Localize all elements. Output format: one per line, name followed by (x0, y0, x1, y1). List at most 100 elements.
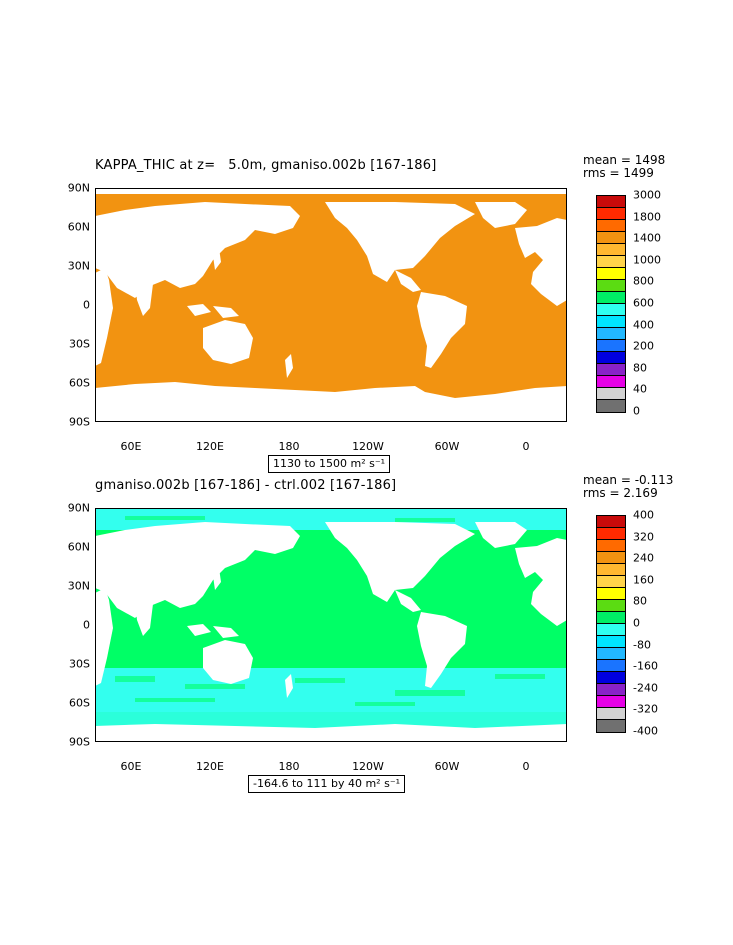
colorbar-label: 0 (633, 404, 640, 418)
stat-rms: rms = 1499 (583, 166, 654, 180)
lat-label: 60N (67, 220, 90, 234)
lat-label: 30S (69, 337, 90, 351)
colorbar-swatch (597, 600, 625, 612)
colorbar-swatch (597, 612, 625, 624)
lon-label: 60W (434, 760, 460, 773)
land-mask (95, 522, 567, 742)
stats-box: mean = 1498 rms = 1499 (583, 154, 665, 180)
colorbar-swatch (597, 636, 625, 648)
lon-label: 0 (522, 440, 530, 453)
data-range-label: 1130 to 1500 m² s⁻¹ (268, 455, 391, 473)
panel-difference: gmaniso.002b [167-186] - ctrl.002 [167-1… (0, 470, 733, 800)
stat-mean: mean = 1498 (583, 153, 666, 167)
colorbar-swatch (597, 340, 625, 352)
colorbar-swatch (597, 268, 625, 280)
lat-label: 0 (83, 618, 90, 632)
colorbar-swatch (597, 232, 625, 244)
colorbar-swatch (597, 292, 625, 304)
colorbar-swatch (597, 388, 625, 400)
lat-label: 60S (69, 696, 90, 710)
colorbar-swatch (597, 552, 625, 564)
panel-thickness-diffusivity: KAPPA_THIC at z= 5.0m, gmaniso.002b [167… (0, 150, 733, 480)
lat-label: 60N (67, 540, 90, 554)
colorbar-swatch (597, 588, 625, 600)
colorbar-label: -80 (633, 638, 651, 652)
lat-label: 30N (67, 579, 90, 593)
colorbar-label: -320 (633, 702, 658, 716)
data-range-label: -164.6 to 111 by 40 m² s⁻¹ (248, 775, 406, 793)
colorbar-swatch (597, 624, 625, 636)
colorbar-label: -240 (633, 681, 658, 695)
colorbar-swatch (597, 684, 625, 696)
noise-speckle (115, 516, 545, 706)
colorbar-swatch (597, 280, 625, 292)
lon-label: 120W (352, 440, 384, 453)
stats-box: mean = -0.113 rms = 2.169 (583, 474, 673, 500)
plot-title: gmaniso.002b [167-186] - ctrl.002 [167-1… (95, 478, 397, 493)
lat-label: 30N (67, 259, 90, 273)
colorbar-swatch (597, 696, 625, 708)
colorbar-label: 400 (633, 318, 654, 332)
ocean-map (95, 188, 567, 422)
colorbar-swatch (597, 400, 625, 412)
colorbar-swatch (597, 708, 625, 720)
colorbar-swatch (597, 364, 625, 376)
colorbar-label: 80 (633, 594, 647, 608)
map-area (95, 188, 567, 422)
colorbar-swatch (597, 328, 625, 340)
colorbar-label: 320 (633, 530, 654, 544)
lat-label: 90S (69, 735, 90, 749)
colorbar-label: -160 (633, 659, 658, 673)
colorbar-swatch (597, 304, 625, 316)
ocean-map-difference (95, 508, 567, 742)
colorbar-swatch (597, 516, 625, 528)
colorbar-swatch (597, 528, 625, 540)
colorbar-swatch (597, 208, 625, 220)
lat-label: 90N (67, 501, 90, 515)
lon-label: 120E (196, 760, 224, 773)
lon-label: 60E (120, 760, 142, 773)
stat-mean: mean = -0.113 (583, 473, 674, 487)
colorbar-swatch (597, 564, 625, 576)
lon-label: 120W (352, 760, 384, 773)
colorbar-swatch (597, 648, 625, 660)
colorbar-swatch (597, 660, 625, 672)
colorbar-swatch (597, 540, 625, 552)
colorbar-swatch (597, 316, 625, 328)
colorbar-swatch (597, 256, 625, 268)
colorbar-swatch (597, 352, 625, 364)
colorbar-swatch (597, 220, 625, 232)
colorbar-swatch (597, 720, 625, 732)
colorbar-label: -400 (633, 724, 658, 738)
lon-label: 180 (278, 760, 300, 773)
colorbar-label: 1400 (633, 231, 661, 245)
lat-label: 60S (69, 376, 90, 390)
colorbar-swatch (597, 376, 625, 388)
colorbar-label: 3000 (633, 188, 661, 202)
colorbar-swatch (597, 244, 625, 256)
colorbar-label: 80 (633, 361, 647, 375)
colorbar-label: 1800 (633, 210, 661, 224)
colorbar (596, 195, 626, 413)
colorbar-label: 800 (633, 274, 654, 288)
colorbar-label: 600 (633, 296, 654, 310)
colorbar-label: 240 (633, 551, 654, 565)
colorbar (596, 515, 626, 733)
colorbar-label: 400 (633, 508, 654, 522)
lat-label: 90N (67, 181, 90, 195)
plot-title: KAPPA_THIC at z= 5.0m, gmaniso.002b [167… (95, 158, 437, 173)
lon-label: 180 (278, 440, 300, 453)
lat-label: 0 (83, 298, 90, 312)
colorbar-swatch (597, 672, 625, 684)
colorbar-swatch (597, 196, 625, 208)
lon-label: 120E (196, 440, 224, 453)
lon-label: 60E (120, 440, 142, 453)
colorbar-label: 1000 (633, 253, 661, 267)
colorbar-label: 0 (633, 616, 640, 630)
lon-label: 0 (522, 760, 530, 773)
map-area (95, 508, 567, 742)
colorbar-label: 40 (633, 382, 647, 396)
stat-rms: rms = 2.169 (583, 486, 658, 500)
colorbar-swatch (597, 576, 625, 588)
colorbar-label: 160 (633, 573, 654, 587)
